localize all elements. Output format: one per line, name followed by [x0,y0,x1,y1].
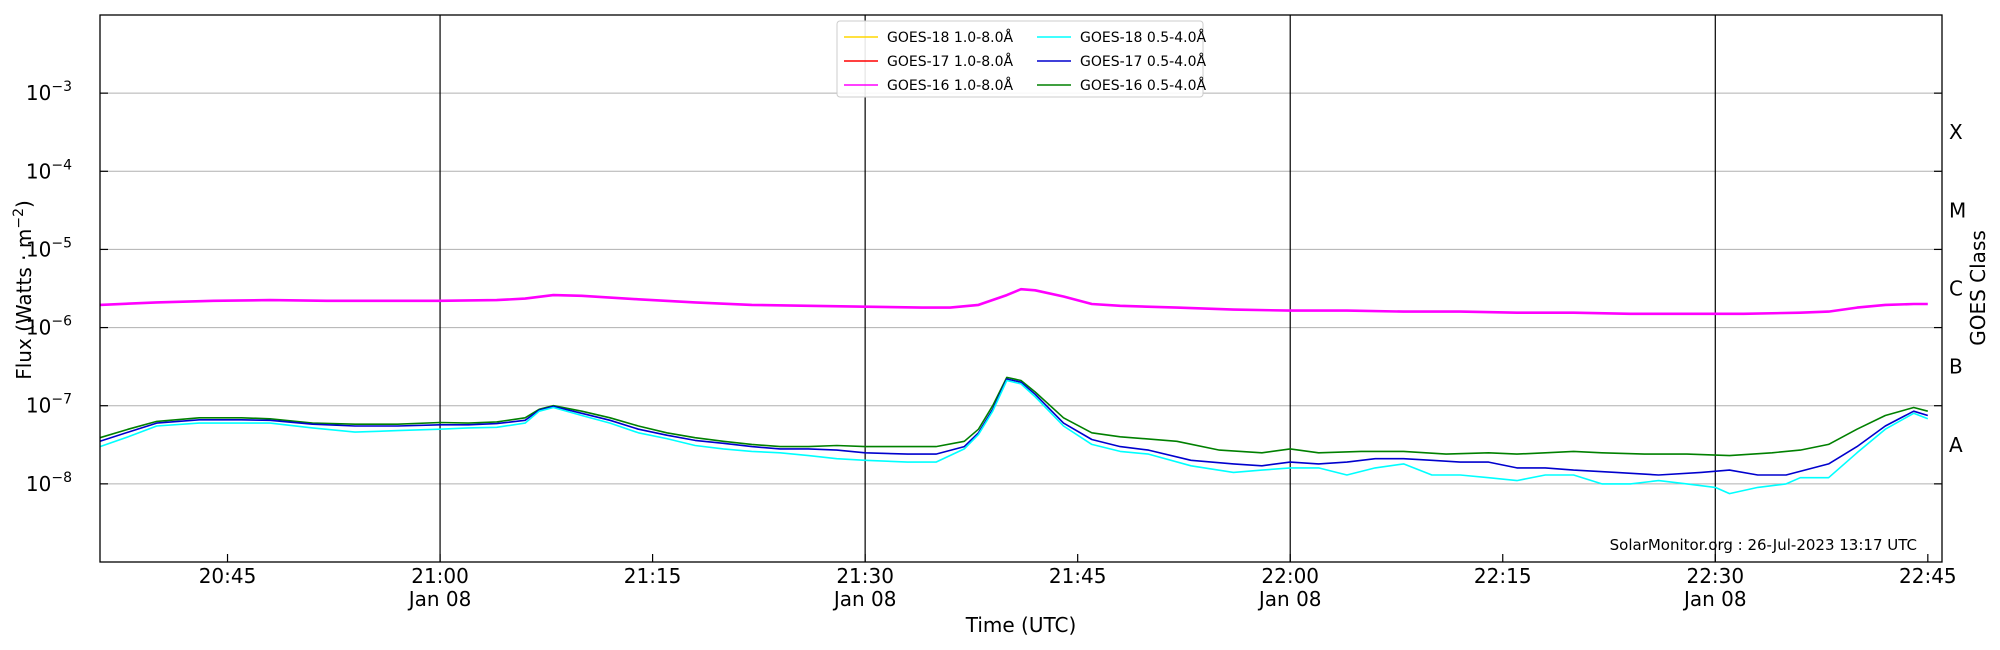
legend-label: GOES-16 1.0-8.0Å [887,77,1013,94]
series-line [99,376,1929,457]
goes-class-label: A [1949,433,1963,457]
x-tick-label: 22:15 [1474,564,1532,588]
y-tick-label: 10−7 [26,392,72,418]
x-tick-date-label: Jan 08 [832,587,897,611]
x-tick-date-label: Jan 08 [1682,587,1747,611]
x-tick-label: 21:30 [836,564,894,588]
series-line [99,379,1929,495]
credit-text: SolarMonitor.org : 26-Jul-2023 13:17 UTC [1610,536,1917,554]
x-tick-label: 22:30 [1686,564,1744,588]
x-tick-label: 22:00 [1261,564,1319,588]
y-tick-label: 10−5 [26,235,72,261]
x-tick-label: 21:00 [411,564,469,588]
goes-class-label: X [1949,120,1963,144]
x-axis-label: Time (UTC) [965,613,1077,637]
x-tick-label: 20:45 [199,564,257,588]
goes-class-label: C [1949,277,1963,301]
x-tick-label: 22:45 [1899,564,1957,588]
y-tick-label: 10−8 [26,470,72,496]
plot-frame [99,14,1943,563]
x-tick-label: 21:15 [624,564,682,588]
y-tick-label: 10−4 [26,157,72,183]
goes-class-label: M [1949,198,1966,222]
series-line [99,378,1929,476]
legend-label: GOES-18 1.0-8.0Å [887,29,1013,46]
right-axis-label: GOES Class [1966,230,1990,346]
x-tick-label: 21:45 [1049,564,1107,588]
y-tick-label: 10−3 [26,79,72,105]
series-line [99,287,1928,316]
y-axis-ticks: 10−3 10−4 10−5 10−6 10−7 10−8 [26,79,1942,496]
x-tick-date-label: Jan 08 [407,587,472,611]
legend-label: GOES-17 1.0-8.0Å [887,53,1013,70]
legend-label: GOES-17 0.5-4.0Å [1080,53,1206,70]
y-axis-label: Flux (Watts · m−2) [11,200,36,380]
y-tick-label: 10−6 [26,314,72,340]
legend-label: GOES-16 0.5-4.0Å [1080,77,1206,94]
x-tick-date-label: Jan 08 [1257,587,1322,611]
goes-class-label: B [1949,355,1963,379]
goes-class-labels: X M C B A [1949,120,1966,457]
data-series [99,287,1929,495]
legend: GOES-18 1.0-8.0Å GOES-17 1.0-8.0Å GOES-16 … [836,20,1206,98]
legend-label: GOES-18 0.5-4.0Å [1080,29,1206,46]
legend-box [836,20,1204,98]
